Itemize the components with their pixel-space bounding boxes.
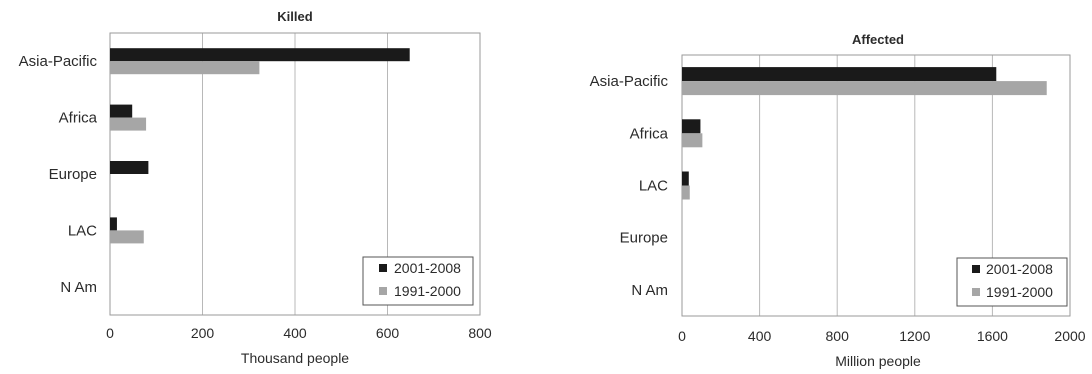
bar-africa-1991-2000 — [682, 133, 703, 148]
bars — [682, 67, 1047, 200]
category-labels: Asia-Pacific Africa Europe LAC N Am — [19, 53, 98, 296]
x-tick-label: 400 — [748, 328, 772, 344]
legend-label-1991-2000: 1991-2000 — [986, 284, 1053, 300]
category-label-europe: Europe — [620, 230, 668, 247]
grid-lines — [202, 33, 388, 315]
bar-lac-1991-2000 — [110, 230, 144, 244]
category-label-africa: Africa — [630, 125, 669, 142]
bar-lac-1991-2000 — [682, 185, 690, 200]
category-label-lac: LAC — [639, 178, 668, 195]
x-tick-label: 200 — [191, 325, 215, 341]
x-tick-label: 1200 — [899, 328, 930, 344]
bar-africa-2001-2008 — [682, 119, 701, 134]
tick-labels: 0 200 400 600 800 — [106, 325, 492, 341]
category-label-africa: Africa — [59, 110, 98, 127]
category-label-n-am: N Am — [631, 282, 668, 299]
x-tick-label: 2000 — [1054, 328, 1085, 344]
x-tick-label: 400 — [283, 325, 307, 341]
category-label-asia-pacific: Asia-Pacific — [590, 73, 669, 90]
legend: 2001-2008 1991-2000 — [362, 256, 474, 306]
chart-title: Affected — [852, 32, 904, 47]
tick-labels: 0 400 800 1200 1600 2000 — [678, 328, 1086, 344]
legend-swatch-1991-2000 — [379, 287, 387, 295]
bar-lac-2001-2008 — [682, 171, 689, 186]
legend-swatch-2001-2008 — [972, 265, 980, 273]
legend-swatch-1991-2000 — [972, 288, 980, 296]
affected-chart: Affected Asia-Pacific Africa LAC Europe N Am… — [590, 32, 1086, 369]
category-label-europe: Europe — [49, 166, 97, 183]
category-label-asia-pacific: Asia-Pacific — [19, 53, 98, 70]
legend-swatch-2001-2008 — [379, 264, 387, 272]
bar-lac-2001-2008 — [110, 217, 117, 231]
category-label-lac: LAC — [68, 222, 97, 239]
bar-asia-pacific-2001-2008 — [110, 48, 410, 62]
bar-africa-1991-2000 — [110, 117, 147, 131]
x-tick-label: 1600 — [977, 328, 1008, 344]
bar-asia-pacific-1991-2000 — [110, 61, 260, 75]
chart-title: Killed — [277, 9, 312, 24]
x-tick-label: 0 — [106, 325, 114, 341]
legend-label-2001-2008: 2001-2008 — [986, 261, 1053, 277]
bar-europe-2001-2008 — [110, 161, 149, 174]
x-axis-label: Million people — [835, 353, 921, 369]
legend-label-1991-2000: 1991-2000 — [394, 283, 461, 299]
category-label-n-am: N Am — [60, 279, 97, 296]
x-axis-label: Thousand people — [241, 350, 349, 366]
x-tick-label: 0 — [678, 328, 686, 344]
x-tick-label: 800 — [468, 325, 492, 341]
x-tick-label: 600 — [376, 325, 400, 341]
bar-asia-pacific-2001-2008 — [682, 67, 997, 82]
bar-asia-pacific-1991-2000 — [682, 81, 1047, 96]
category-labels: Asia-Pacific Africa LAC Europe N Am — [590, 73, 669, 299]
bar-africa-2001-2008 — [110, 104, 133, 118]
killed-chart: Killed Asia-Pacific Africa Europe LAC N Am 0… — [19, 9, 492, 366]
legend: 2001-2008 1991-2000 — [956, 257, 1068, 307]
bars — [110, 48, 410, 244]
legend-label-2001-2008: 2001-2008 — [394, 260, 461, 276]
x-tick-label: 800 — [826, 328, 850, 344]
